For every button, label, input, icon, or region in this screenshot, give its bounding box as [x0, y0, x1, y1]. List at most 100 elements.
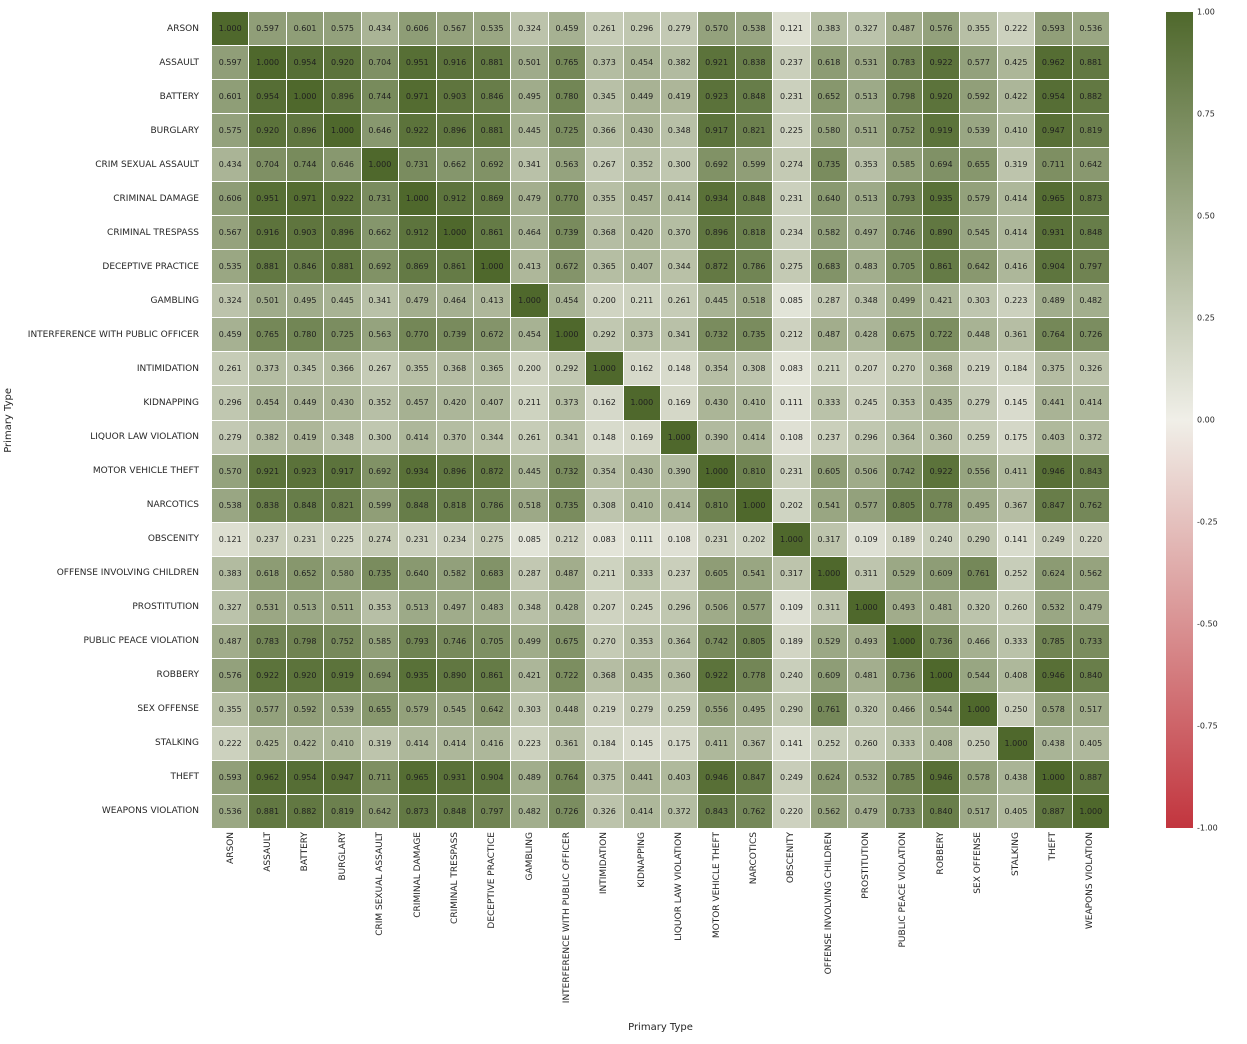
x-tick-label: DECEPTIVE PRACTICE [487, 832, 498, 929]
heatmap-cell: 0.405 [997, 794, 1035, 828]
heatmap-cell: 0.783 [249, 624, 286, 658]
heatmap-cell: 0.202 [735, 522, 773, 556]
y-tick-label: LIQUOR LAW VIOLATION [90, 432, 199, 442]
heatmap-cell: 0.736 [885, 658, 922, 692]
heatmap-cell: 1.000 [1072, 794, 1109, 828]
heatmap-cell: 0.912 [399, 216, 436, 250]
heatmap-cell: 0.752 [885, 114, 922, 148]
x-tick-label: GAMBLING [524, 832, 535, 881]
heatmap-cell: 0.353 [361, 590, 399, 624]
heatmap-cell: 0.414 [399, 420, 436, 454]
heatmap-cell: 0.518 [735, 284, 773, 318]
heatmap-cell: 0.211 [810, 352, 848, 386]
heatmap-cell: 0.145 [997, 386, 1035, 420]
heatmap-cell: 0.352 [623, 148, 660, 182]
heatmap-cell: 0.872 [698, 250, 735, 284]
heatmap-cell: 0.732 [548, 454, 586, 488]
heatmap-cell: 0.352 [361, 386, 399, 420]
heatmap-cell: 0.464 [436, 284, 473, 318]
heatmap-cell: 0.501 [511, 46, 548, 80]
heatmap-cell: 0.425 [249, 726, 286, 760]
heatmap-cell: 0.175 [661, 726, 698, 760]
heatmap-cell: 0.821 [324, 488, 361, 522]
heatmap-cell: 0.846 [473, 80, 511, 114]
heatmap-cell: 0.798 [885, 80, 922, 114]
heatmap-cell: 0.912 [436, 182, 473, 216]
heatmap-cell: 0.261 [212, 352, 249, 386]
heatmap-cell: 0.780 [548, 80, 586, 114]
y-tick-label: KIDNAPPING [143, 398, 199, 408]
heatmap-cell: 0.916 [249, 216, 286, 250]
x-tick-label: OBSCENITY [786, 832, 797, 884]
heatmap-cell: 0.580 [324, 556, 361, 590]
x-tick-label: BATTERY [300, 832, 311, 872]
heatmap-cell: 0.111 [623, 522, 660, 556]
heatmap-cell: 0.726 [548, 794, 586, 828]
heatmap-cell: 0.270 [885, 352, 922, 386]
heatmap-cell: 0.175 [997, 420, 1035, 454]
heatmap-cell: 0.421 [511, 658, 548, 692]
heatmap-cell: 0.736 [922, 624, 960, 658]
heatmap-cell: 0.917 [698, 114, 735, 148]
heatmap-cell: 0.345 [586, 80, 623, 114]
heatmap-cell: 0.819 [324, 794, 361, 828]
heatmap-cell: 0.448 [960, 318, 997, 352]
y-tick-label: GAMBLING [150, 296, 199, 306]
heatmap-cell: 0.793 [399, 624, 436, 658]
heatmap-cell: 0.624 [810, 760, 848, 794]
heatmap-cell: 0.848 [286, 488, 324, 522]
heatmap-cell: 0.499 [885, 284, 922, 318]
heatmap-cell: 0.414 [661, 182, 698, 216]
heatmap-cell: 0.368 [586, 216, 623, 250]
heatmap-cell: 0.556 [960, 454, 997, 488]
heatmap-cell: 0.414 [399, 726, 436, 760]
heatmap-cell: 0.428 [848, 318, 885, 352]
heatmap-cell: 0.211 [623, 284, 660, 318]
heatmap-cell: 0.838 [249, 488, 286, 522]
heatmap-cell: 0.189 [885, 522, 922, 556]
heatmap-cell: 0.711 [361, 760, 399, 794]
x-tick-label: THEFT [1047, 832, 1058, 861]
heatmap-cell: 0.353 [848, 148, 885, 182]
heatmap-cell: 0.300 [361, 420, 399, 454]
heatmap-cell: 0.896 [436, 114, 473, 148]
y-tick-label: ASSAULT [159, 58, 199, 68]
heatmap-cell: 0.887 [1072, 760, 1109, 794]
heatmap-cell: 0.438 [1035, 726, 1072, 760]
heatmap-cell: 0.382 [661, 46, 698, 80]
heatmap-cell: 0.296 [212, 386, 249, 420]
heatmap-cell: 0.947 [324, 760, 361, 794]
heatmap-cell: 0.479 [399, 284, 436, 318]
heatmap-cell: 0.483 [473, 590, 511, 624]
heatmap-cell: 0.428 [548, 590, 586, 624]
heatmap-cell: 0.511 [848, 114, 885, 148]
heatmap-cell: 0.840 [1072, 658, 1109, 692]
heatmap-cell: 0.445 [324, 284, 361, 318]
heatmap-cell: 0.764 [548, 760, 586, 794]
heatmap-cell: 0.923 [286, 454, 324, 488]
heatmap-cell: 1.000 [361, 148, 399, 182]
heatmap-cell: 0.279 [623, 692, 660, 726]
heatmap-cell: 0.562 [1072, 556, 1109, 590]
heatmap-cell: 0.414 [623, 794, 660, 828]
heatmap-cell: 0.083 [773, 352, 810, 386]
heatmap-cell: 0.922 [698, 658, 735, 692]
heatmap-cell: 0.798 [286, 624, 324, 658]
heatmap-cell: 0.535 [212, 250, 249, 284]
heatmap-cell: 0.818 [735, 216, 773, 250]
heatmap-cell: 0.848 [399, 488, 436, 522]
heatmap-cell: 0.513 [848, 182, 885, 216]
heatmap-cell: 0.711 [1035, 148, 1072, 182]
heatmap-cell: 0.675 [548, 624, 586, 658]
heatmap-cell: 0.162 [623, 352, 660, 386]
heatmap-cell: 0.287 [810, 284, 848, 318]
heatmap-cell: 0.366 [586, 114, 623, 148]
heatmap-cell: 0.353 [623, 624, 660, 658]
heatmap-cell: 0.466 [885, 692, 922, 726]
heatmap-cell: 0.459 [212, 318, 249, 352]
heatmap-cell: 0.445 [511, 114, 548, 148]
heatmap-cell: 1.000 [473, 250, 511, 284]
heatmap-cell: 0.245 [848, 386, 885, 420]
heatmap-cell: 0.261 [661, 284, 698, 318]
heatmap-cell: 0.742 [885, 454, 922, 488]
